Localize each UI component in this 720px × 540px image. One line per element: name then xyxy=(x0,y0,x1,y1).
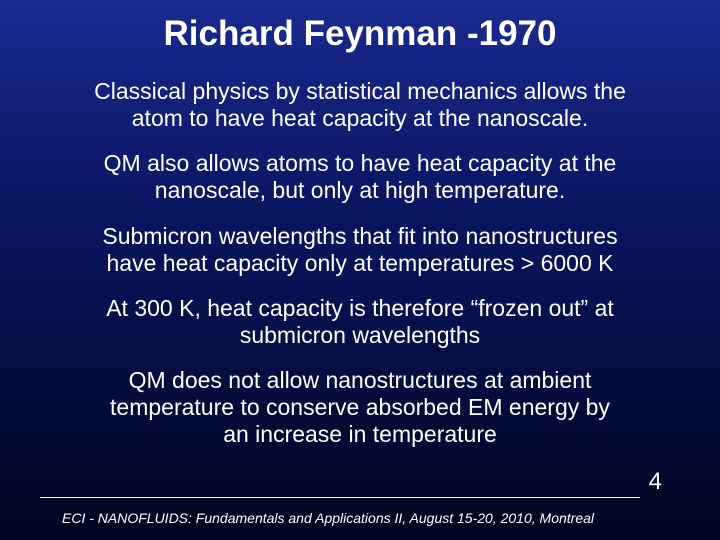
para5-line2: temperature to conserve absorbed EM ener… xyxy=(110,394,610,420)
paragraph-4: At 300 K, heat capacity is therefore “fr… xyxy=(30,295,690,349)
slide-number: 4 xyxy=(649,468,662,496)
slide-body: Classical physics by statistical mechani… xyxy=(0,78,720,448)
paragraph-1: Classical physics by statistical mechani… xyxy=(30,78,690,132)
paragraph-3: Submicron wavelengths that fit into nano… xyxy=(30,223,690,277)
divider-line xyxy=(40,497,640,498)
para1-line1: Classical physics by statistical mechani… xyxy=(94,78,626,104)
paragraph-2: QM also allows atoms to have heat capaci… xyxy=(30,150,690,204)
para2-line1: QM also allows atoms to have heat capaci… xyxy=(104,150,617,176)
para5-line3: an increase in temperature xyxy=(223,421,497,447)
para4-line1: At 300 K, heat capacity is therefore “fr… xyxy=(106,295,614,321)
para3-line2: have heat capacity only at temperatures … xyxy=(107,250,614,276)
para1-line2: atom to have heat capacity at the nanosc… xyxy=(132,105,588,131)
para2-line2: nanoscale, but only at high temperature. xyxy=(155,177,565,203)
para4-line2: submicron wavelengths xyxy=(240,322,480,348)
footer-text: ECI - NANOFLUIDS: Fundamentals and Appli… xyxy=(62,510,594,526)
para3-line1: Submicron wavelengths that fit into nano… xyxy=(102,223,617,249)
slide-title: Richard Feynman -1970 xyxy=(0,0,720,60)
paragraph-5: QM does not allow nanostructures at ambi… xyxy=(30,367,690,448)
para5-line1: QM does not allow nanostructures at ambi… xyxy=(129,367,592,393)
